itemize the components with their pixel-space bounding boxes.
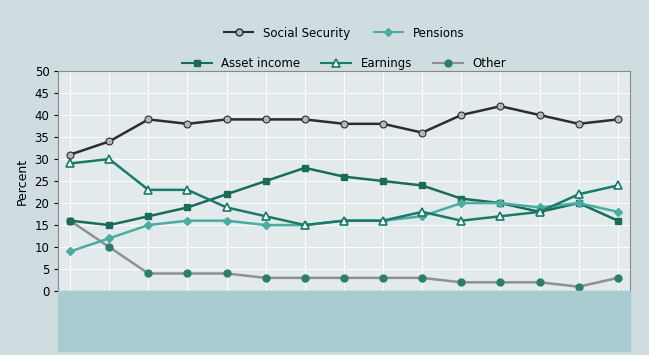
Legend: Asset income, Earnings, Other: Asset income, Earnings, Other xyxy=(177,53,511,75)
X-axis label: Year: Year xyxy=(326,315,361,328)
Y-axis label: Percent: Percent xyxy=(16,158,29,204)
